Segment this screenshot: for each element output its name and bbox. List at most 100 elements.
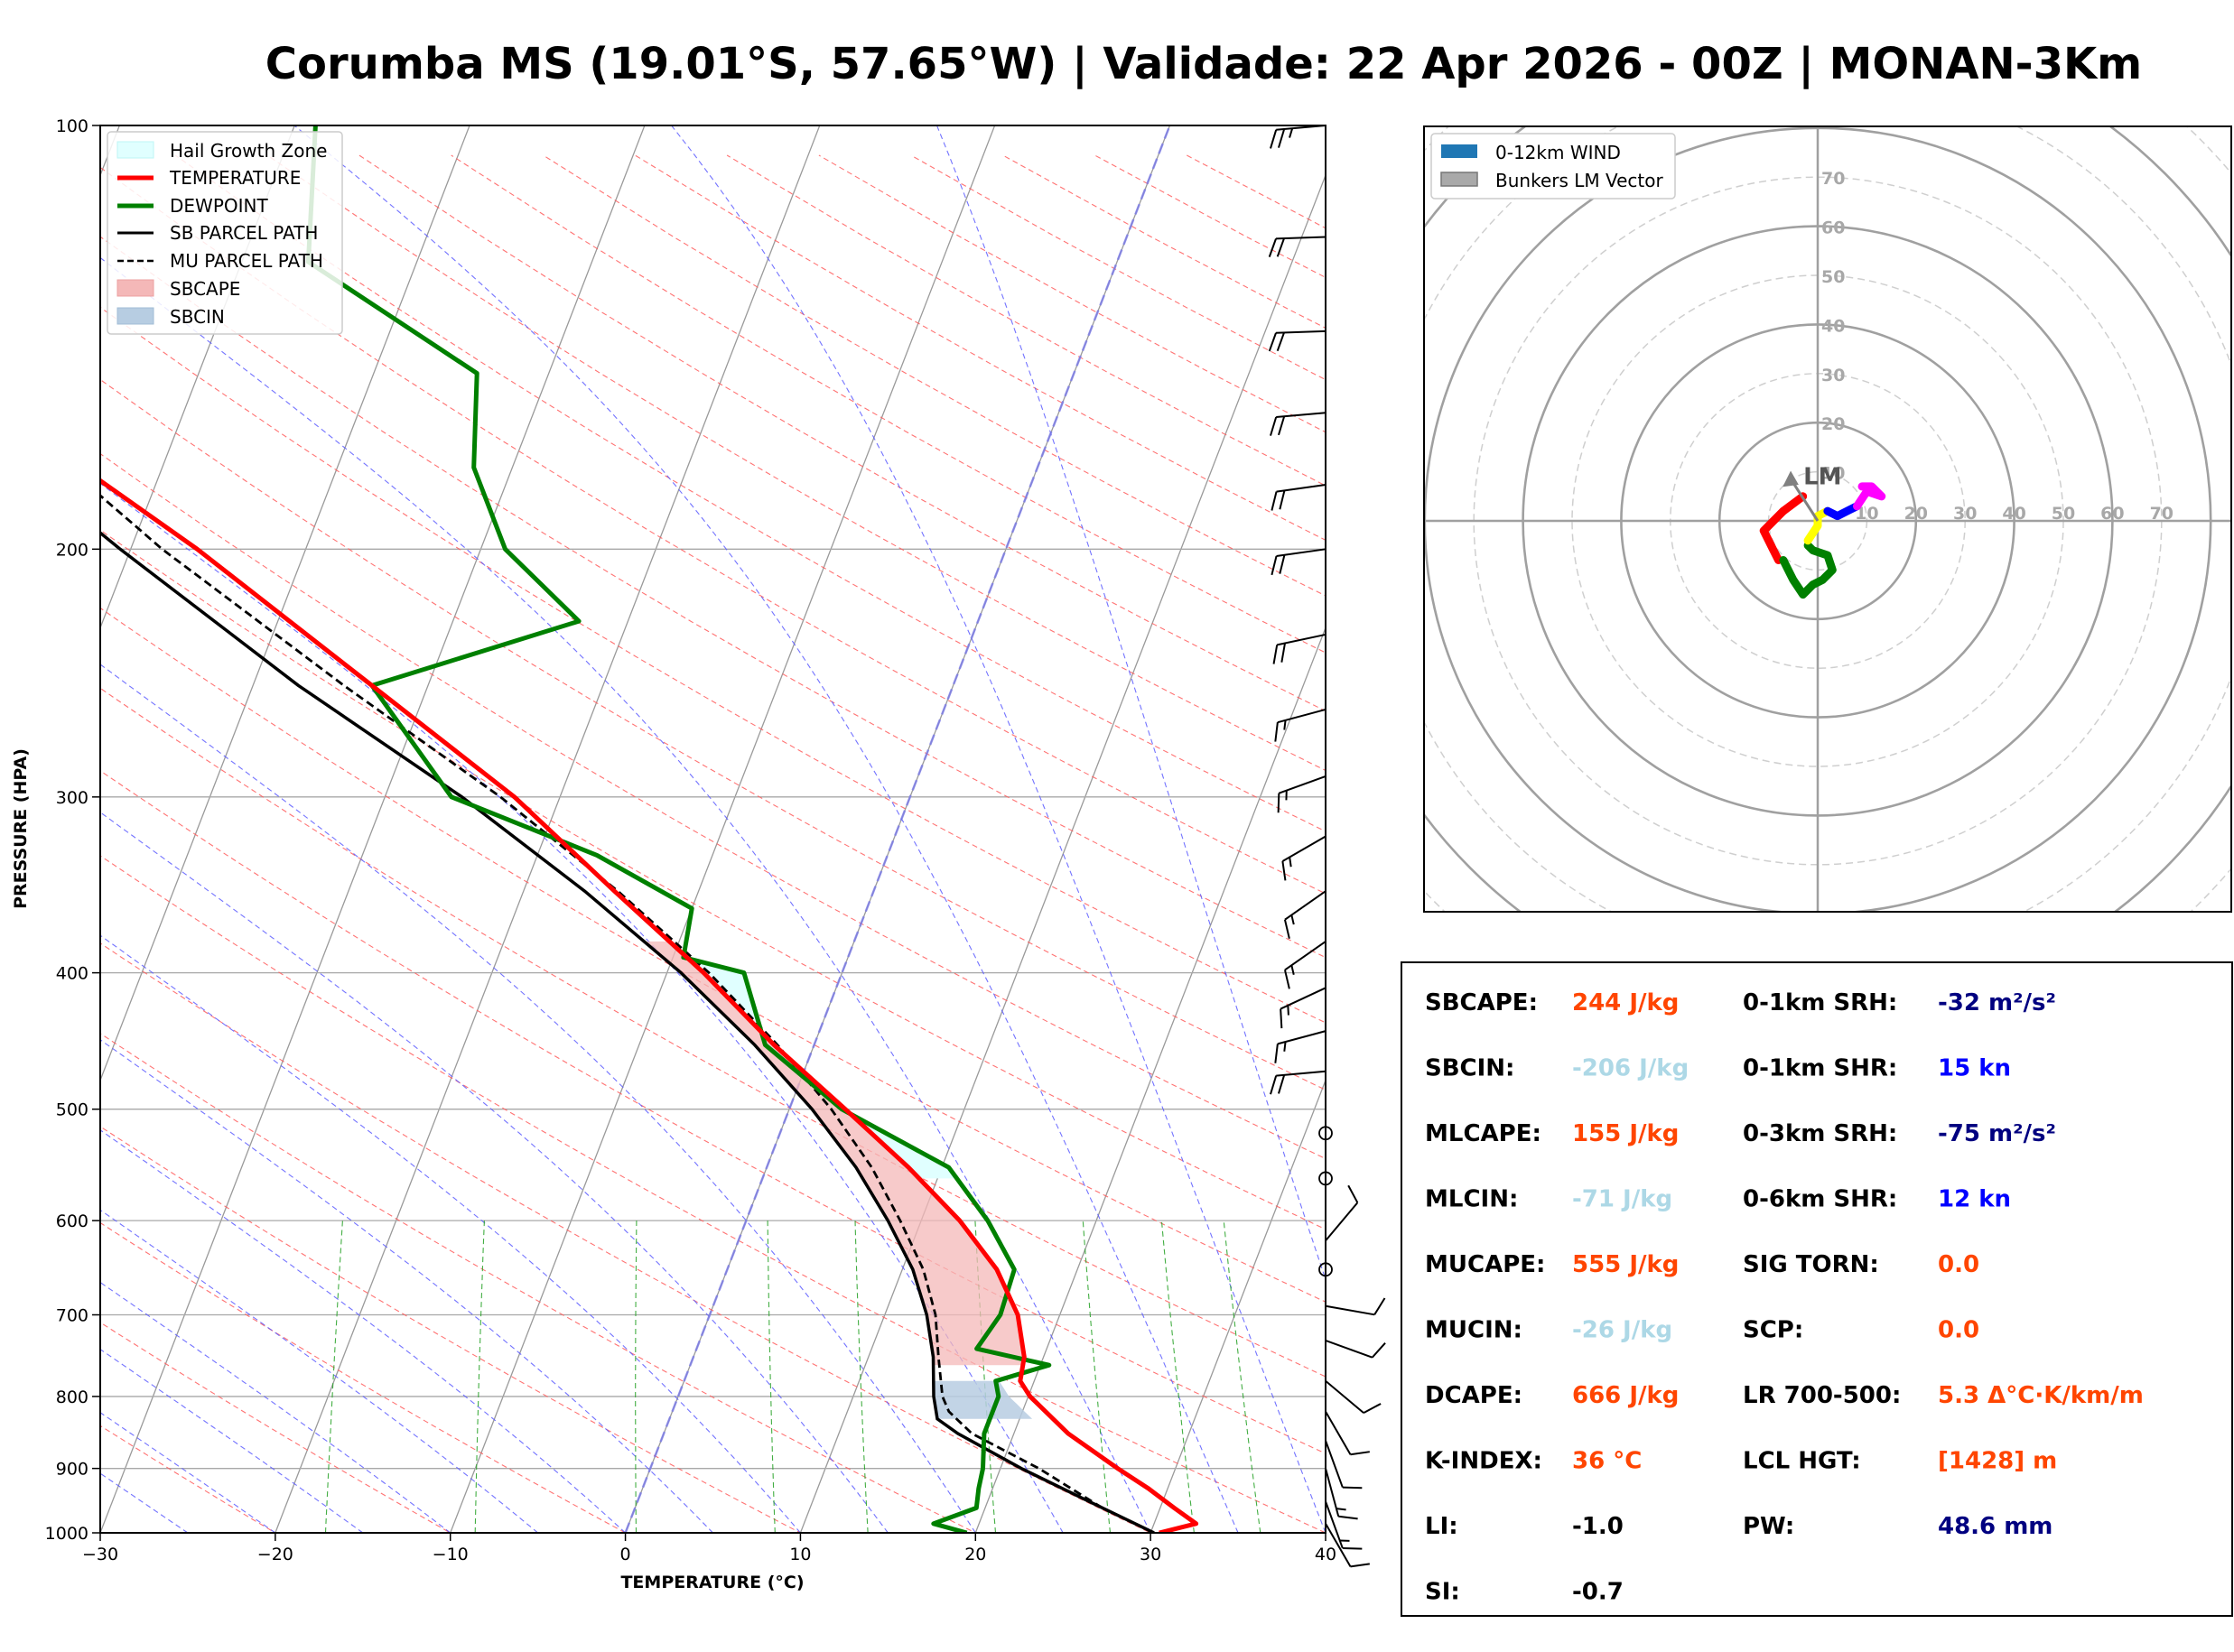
x-tick-label: 20 — [964, 1545, 986, 1564]
dry-adiabat — [174, 154, 1326, 832]
barb-half-flag — [1290, 914, 1295, 925]
index-value-sbcape: 244 J/kg — [1572, 989, 1679, 1016]
moist-adiabat — [100, 1129, 626, 1533]
barb-flag — [1276, 332, 1285, 352]
legend-label-sb-parcel: SB PARCEL PATH — [170, 222, 318, 244]
legend-label-mu-parcel: MU PARCEL PATH — [170, 250, 323, 272]
barb-staff — [1325, 1500, 1344, 1549]
index-value-sbcin: -206 J/kg — [1572, 1055, 1689, 1082]
chart-title: Corumba MS (19.01°S, 57.65°W) | Validade… — [265, 39, 2142, 89]
barb-staff — [1276, 125, 1326, 131]
y-axis-label: PRESSURE (HPA) — [11, 748, 31, 909]
ring-label-u: 50 — [2052, 504, 2075, 524]
dry-adiabat — [266, 154, 1326, 772]
dry-adiabat — [100, 236, 1326, 959]
hodograph-segment — [1779, 541, 1837, 599]
barb-staff — [1276, 483, 1326, 493]
dry-adiabat — [100, 687, 1326, 1378]
index-value-li: -1.0 — [1572, 1513, 1624, 1540]
index-value-mucin: -26 J/kg — [1572, 1317, 1672, 1344]
ring-label-v: 60 — [1821, 218, 1845, 238]
y-tick-label: 400 — [56, 964, 88, 984]
legend-label-dewpoint: DEWPOINT — [170, 195, 268, 217]
barb-flag — [1350, 1451, 1370, 1456]
y-tick-label: 600 — [56, 1211, 88, 1231]
skewt-profiles — [100, 125, 1199, 1533]
barb-staff — [1325, 1523, 1352, 1567]
barb-flag — [1272, 645, 1279, 664]
hodo-legend-swatch-lm — [1440, 172, 1478, 187]
index-label-mlcape: MLCAPE: — [1425, 1120, 1541, 1147]
index-value-k-index: 36 °C — [1572, 1448, 1642, 1475]
moist-adiabat — [100, 482, 1064, 1533]
barb-flag — [1283, 919, 1290, 939]
index-label-scp: SCP: — [1743, 1317, 1803, 1344]
barb-flag — [1373, 1297, 1386, 1315]
x-tick-label: 30 — [1140, 1545, 1161, 1564]
barb-half-flag — [1289, 127, 1294, 138]
lm-label: LM — [1803, 464, 1841, 491]
hodograph-frame — [1423, 125, 2232, 913]
barb-half-flag — [1283, 719, 1287, 730]
legend-label-sbcin: SBCIN — [170, 306, 225, 328]
mixing-ratio-line — [1223, 1220, 1261, 1533]
wind-barb — [1270, 125, 1326, 149]
isotherm-line — [974, 626, 1326, 1533]
sbcin-area — [933, 1380, 1033, 1419]
barb-staff — [1325, 1380, 1364, 1414]
index-value-dcape: 666 J/kg — [1572, 1382, 1679, 1409]
moist-adiabat — [100, 1281, 451, 1533]
dry-adiabat — [100, 770, 1326, 1454]
legend-frame — [107, 131, 343, 335]
barb-flag — [1268, 332, 1277, 352]
index-value-mlcape: 155 J/kg — [1572, 1120, 1679, 1147]
wind-barb — [1271, 548, 1326, 576]
moist-adiabat — [100, 664, 976, 1533]
moist-adiabat — [671, 125, 1326, 1533]
legend-swatch-sbcape — [116, 279, 154, 297]
barb-flag — [1270, 129, 1278, 149]
barb-staff — [1277, 708, 1326, 724]
mixing-ratio-line — [474, 1220, 485, 1533]
x-axis-label: TEMPERATURE (°C) — [620, 1573, 804, 1592]
ring-label-u: 10 — [1855, 504, 1878, 524]
barb-flag — [1280, 643, 1286, 663]
barb-flag — [1350, 1563, 1370, 1568]
barb-flag — [1276, 237, 1285, 257]
barb-flag — [1271, 555, 1278, 576]
sb-parcel-line — [100, 530, 1155, 1533]
barb-flag — [1280, 1008, 1283, 1029]
index-label-sbcape: SBCAPE: — [1425, 989, 1538, 1016]
barb-flag — [1371, 1342, 1386, 1359]
moist-adiabat — [100, 1412, 276, 1533]
index-value-scp: 0.0 — [1938, 1317, 1979, 1344]
barb-half-flag — [1283, 1041, 1287, 1052]
legend-label-temperature: TEMPERATURE — [169, 167, 301, 189]
isotherm-line — [100, 125, 470, 1082]
barb-flag — [1281, 860, 1287, 881]
y-tick-label: 800 — [56, 1387, 88, 1407]
index-label-sig-torn: SIG TORN: — [1743, 1251, 1879, 1278]
barb-flag — [1274, 722, 1279, 742]
mixing-ratio-line — [635, 1220, 638, 1533]
index-label-sbcin: SBCIN: — [1425, 1055, 1514, 1082]
skewt-panel: −30 −20 −10 0 10 20 30 40 100 200 300 400 500 600 700 8… — [11, 116, 1386, 1592]
zero-isotherm — [624, 125, 1171, 1533]
isotherm-line — [450, 125, 996, 1533]
ring-label-u: 30 — [1953, 504, 1977, 524]
wind-barb — [1268, 236, 1326, 257]
wind-barb — [1325, 1440, 1363, 1490]
barb-staff — [1325, 1202, 1359, 1241]
index-value-mlcin: -71 J/kg — [1572, 1186, 1672, 1213]
barb-staff — [1284, 941, 1326, 971]
wind-barb — [1325, 1380, 1382, 1415]
calm-circle — [1318, 1126, 1333, 1141]
dry-adiabat — [100, 855, 1326, 1533]
y-tick-label: 1000 — [45, 1524, 88, 1544]
index-label-mucape: MUCAPE: — [1425, 1251, 1545, 1278]
lm-vector-shaft — [1789, 478, 1820, 522]
ring-label-v: 50 — [1821, 267, 1845, 287]
wind-barb — [1280, 987, 1326, 1029]
hodograph-segment — [1853, 482, 1886, 511]
x-tick-label: 10 — [789, 1545, 811, 1564]
